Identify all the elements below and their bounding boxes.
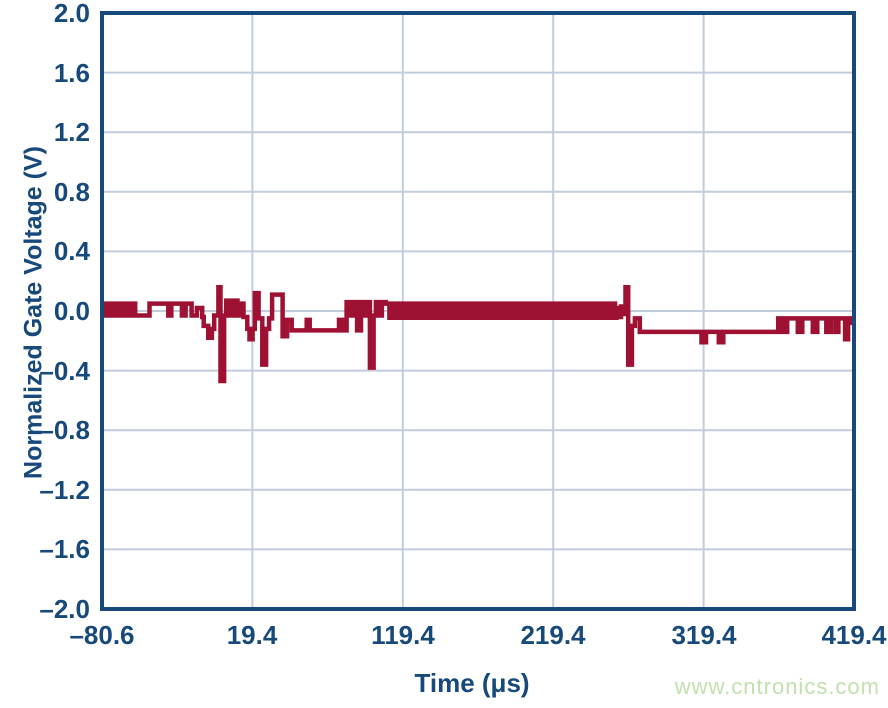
- ytick-label: 1.6: [53, 58, 90, 88]
- xtick-label: 19.4: [226, 620, 278, 650]
- x-axis-title: Time (μs): [414, 668, 530, 698]
- xtick-label: 219.4: [520, 620, 586, 650]
- xtick-label: 319.4: [671, 620, 737, 650]
- ytick-label: 1.2: [53, 117, 90, 147]
- xtick-label: 419.4: [821, 620, 887, 650]
- ytick-label: 2.0: [53, 0, 90, 28]
- ytick-label: –1.2: [39, 475, 90, 505]
- ytick-label: –0.4: [39, 356, 90, 386]
- gridlines: [102, 13, 854, 609]
- ytick-label: –0.8: [39, 415, 90, 445]
- ytick-label: –2.0: [39, 594, 90, 624]
- ytick-label: –1.6: [39, 534, 90, 564]
- ytick-label: 0.4: [53, 236, 90, 266]
- ytick-label: 0.8: [53, 177, 90, 207]
- xtick-label: 119.4: [371, 620, 435, 650]
- y-axis-title: Normalized Gate Voltage (V): [19, 146, 48, 479]
- watermark-text: www.cntronics.com: [674, 674, 880, 699]
- ytick-label: 0.0: [53, 296, 90, 326]
- waveform-trace: [102, 284, 854, 384]
- xtick-label: –80.6: [69, 620, 135, 650]
- plot-frame: [100, 11, 856, 611]
